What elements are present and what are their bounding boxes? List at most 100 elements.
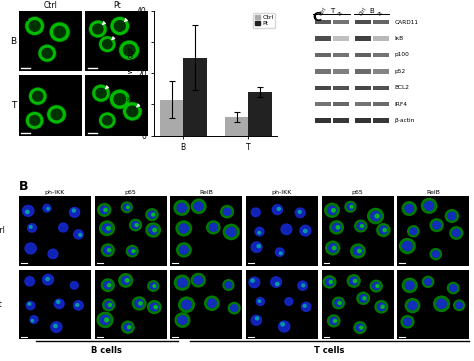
Circle shape: [375, 301, 388, 313]
Bar: [160, 100, 183, 136]
Circle shape: [70, 282, 78, 289]
Circle shape: [228, 303, 240, 314]
Text: A: A: [19, 11, 28, 24]
Circle shape: [123, 44, 135, 56]
Circle shape: [191, 199, 206, 213]
Circle shape: [326, 278, 333, 286]
Bar: [355, 86, 371, 90]
Title: p65: p65: [125, 190, 137, 195]
Circle shape: [275, 282, 279, 286]
Circle shape: [405, 204, 413, 213]
Circle shape: [46, 278, 49, 281]
Bar: [183, 58, 207, 136]
Circle shape: [29, 21, 40, 31]
Circle shape: [210, 223, 217, 231]
Circle shape: [323, 276, 336, 288]
Circle shape: [100, 316, 110, 325]
Circle shape: [450, 285, 456, 291]
Title: Ctrl: Ctrl: [43, 1, 57, 10]
Circle shape: [363, 297, 366, 300]
Bar: [355, 36, 371, 41]
Circle shape: [328, 206, 336, 214]
Circle shape: [39, 45, 55, 61]
Text: CARD11: CARD11: [394, 19, 418, 25]
Circle shape: [408, 226, 419, 237]
Circle shape: [354, 247, 362, 255]
Text: B: B: [19, 180, 28, 193]
Circle shape: [79, 234, 82, 236]
Circle shape: [174, 275, 190, 290]
Circle shape: [332, 246, 336, 250]
Circle shape: [402, 242, 412, 251]
Circle shape: [330, 221, 343, 234]
Circle shape: [223, 280, 234, 290]
Circle shape: [102, 116, 112, 125]
Bar: [333, 20, 349, 24]
Bar: [315, 36, 330, 41]
Text: p100: p100: [394, 52, 409, 57]
Bar: [373, 102, 389, 106]
Circle shape: [376, 284, 379, 287]
Circle shape: [402, 278, 417, 292]
Circle shape: [332, 297, 345, 309]
Circle shape: [425, 201, 434, 210]
Circle shape: [148, 281, 159, 291]
Circle shape: [180, 246, 188, 254]
Circle shape: [368, 208, 383, 224]
Circle shape: [221, 205, 234, 218]
Bar: [248, 92, 272, 136]
Circle shape: [373, 283, 380, 290]
Circle shape: [422, 277, 434, 287]
Circle shape: [176, 221, 191, 236]
Circle shape: [231, 305, 237, 312]
Circle shape: [30, 316, 38, 323]
Circle shape: [129, 219, 141, 231]
Bar: [333, 102, 349, 106]
Circle shape: [110, 90, 129, 108]
Circle shape: [257, 244, 260, 248]
Circle shape: [182, 300, 191, 309]
Circle shape: [355, 220, 367, 232]
Circle shape: [381, 305, 384, 308]
Circle shape: [445, 210, 458, 222]
Circle shape: [400, 239, 415, 253]
Circle shape: [205, 296, 219, 310]
Circle shape: [73, 209, 75, 212]
Circle shape: [27, 224, 36, 232]
Circle shape: [383, 229, 386, 232]
Circle shape: [280, 252, 282, 255]
Circle shape: [350, 277, 357, 285]
Circle shape: [285, 298, 293, 305]
Circle shape: [178, 278, 187, 287]
Circle shape: [249, 277, 260, 288]
Circle shape: [29, 88, 46, 105]
Circle shape: [50, 23, 69, 41]
Circle shape: [96, 88, 106, 98]
Y-axis label: % Cells w/ Aggr.: % Cells w/ Aggr.: [128, 45, 134, 101]
Circle shape: [152, 213, 155, 216]
Title: ph-IKK: ph-IKK: [45, 190, 65, 195]
Circle shape: [401, 316, 414, 328]
Circle shape: [272, 205, 283, 214]
Bar: [333, 86, 349, 90]
Text: T cells: T cells: [314, 346, 345, 355]
Circle shape: [30, 88, 46, 104]
Circle shape: [148, 211, 155, 218]
Circle shape: [69, 208, 80, 217]
Bar: [333, 53, 349, 57]
Bar: [315, 53, 330, 57]
Circle shape: [108, 284, 111, 287]
Circle shape: [281, 323, 284, 326]
Y-axis label: Ctrl: Ctrl: [0, 226, 5, 235]
Circle shape: [360, 326, 363, 329]
Circle shape: [194, 202, 203, 210]
Circle shape: [89, 21, 107, 38]
Circle shape: [124, 103, 141, 120]
Circle shape: [174, 200, 189, 215]
Circle shape: [330, 317, 337, 325]
Bar: [355, 53, 371, 57]
Circle shape: [354, 279, 356, 283]
Bar: [355, 118, 371, 123]
Circle shape: [121, 202, 132, 213]
Circle shape: [110, 17, 129, 35]
